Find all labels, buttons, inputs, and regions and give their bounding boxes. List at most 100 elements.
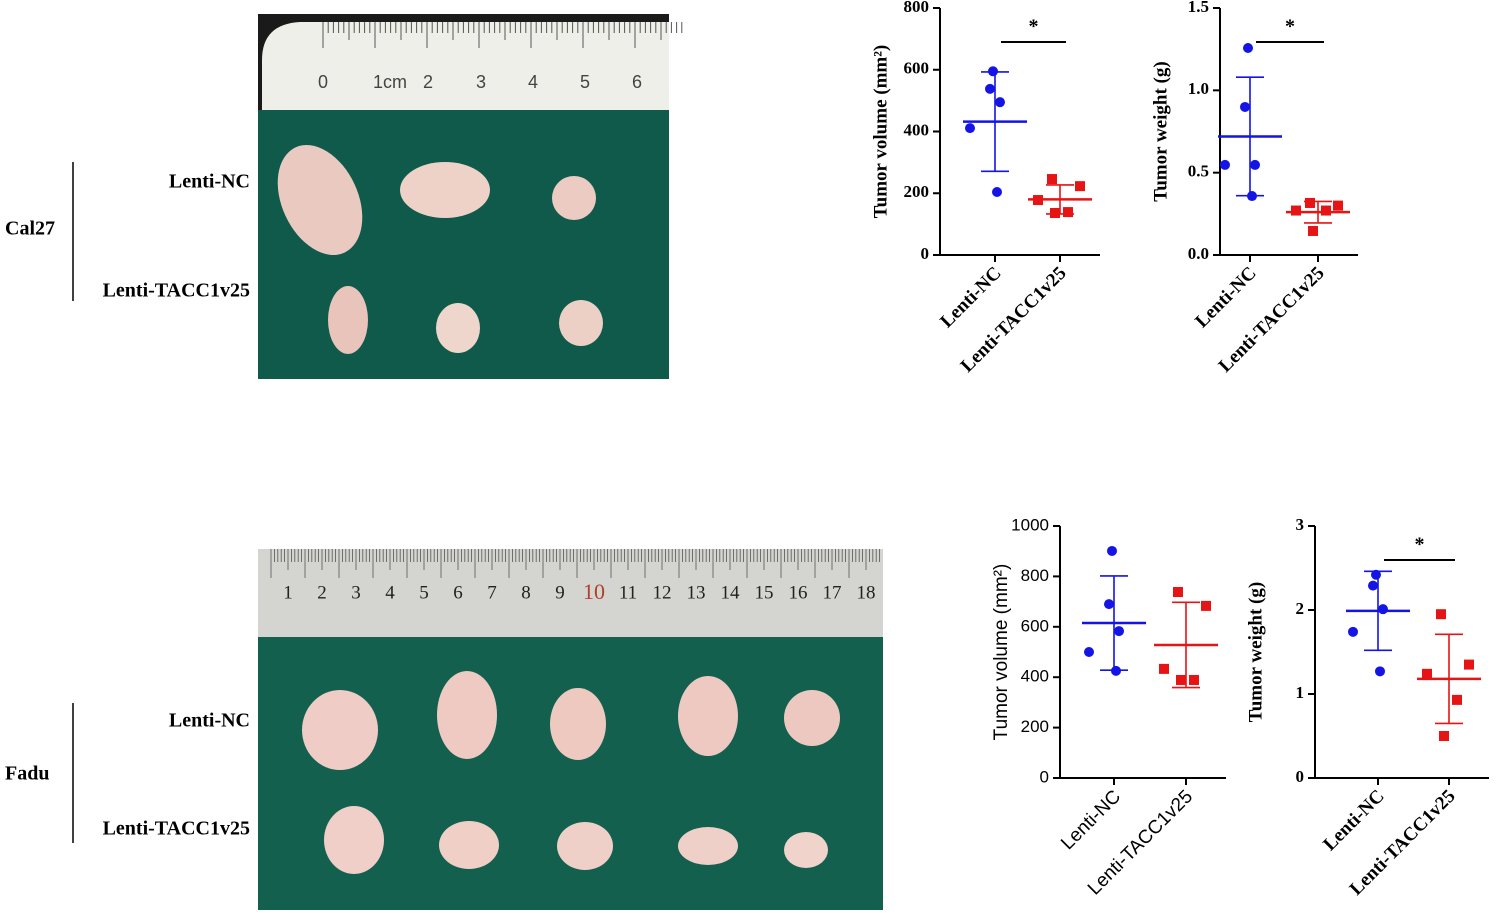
ruler-label: 11 bbox=[619, 582, 637, 603]
data-point bbox=[1047, 174, 1057, 185]
data-point bbox=[1104, 599, 1114, 610]
tumor bbox=[552, 176, 596, 220]
significance-label: * bbox=[1285, 16, 1295, 38]
data-point bbox=[1107, 545, 1117, 556]
ruler-label: 4 bbox=[385, 582, 395, 603]
y-tick-label: 800 bbox=[904, 0, 930, 16]
data-point bbox=[1240, 101, 1250, 112]
data-point bbox=[1422, 668, 1432, 679]
data-point bbox=[1201, 600, 1211, 611]
data-point bbox=[1291, 205, 1301, 216]
y-axis-label: Tumor volume (mm²) bbox=[870, 45, 891, 219]
data-point bbox=[1375, 666, 1385, 677]
fadu-photo bbox=[258, 549, 883, 910]
tumor bbox=[784, 832, 828, 868]
ruler-label: 13 bbox=[687, 582, 706, 603]
ruler-label: 17 bbox=[823, 582, 842, 603]
y-tick-label: 1000 bbox=[1011, 515, 1049, 534]
data-point bbox=[1033, 195, 1043, 206]
y-tick-label: 1 bbox=[1296, 683, 1305, 702]
data-point bbox=[1189, 674, 1199, 685]
ruler-label: 18 bbox=[857, 582, 876, 603]
y-tick-label: 0 bbox=[1296, 767, 1305, 786]
row-label: Lenti-TACC1v25 bbox=[103, 280, 250, 302]
row-label: Lenti-TACC1v25 bbox=[103, 818, 250, 840]
y-tick-label: 400 bbox=[904, 120, 930, 139]
y-tick-label: 0 bbox=[921, 244, 930, 263]
ruler-label: 10 bbox=[583, 579, 605, 604]
ruler-label: 14 bbox=[721, 582, 741, 603]
data-point bbox=[1321, 205, 1331, 216]
data-point bbox=[1464, 659, 1474, 670]
tumor bbox=[328, 286, 368, 354]
group-label: Cal27 bbox=[5, 218, 55, 240]
data-point bbox=[992, 187, 1002, 198]
tumor bbox=[557, 822, 613, 870]
ruler-label: 5 bbox=[419, 582, 429, 603]
ruler-label: 1 bbox=[283, 582, 293, 603]
tumor bbox=[439, 821, 499, 869]
y-tick-label: 0.5 bbox=[1188, 162, 1209, 181]
data-point bbox=[1247, 191, 1257, 202]
data-point bbox=[1348, 626, 1358, 637]
y-tick-label: 200 bbox=[904, 182, 930, 201]
tumor bbox=[437, 671, 497, 759]
data-point bbox=[1220, 159, 1230, 170]
data-point bbox=[965, 123, 975, 134]
y-tick-label: 0 bbox=[1040, 767, 1049, 786]
ruler-label: 7 bbox=[487, 582, 497, 603]
data-point bbox=[1368, 580, 1378, 591]
ruler-label: 12 bbox=[653, 582, 672, 603]
data-point bbox=[1111, 665, 1121, 676]
data-point bbox=[1452, 694, 1462, 705]
ruler bbox=[258, 549, 883, 637]
tumor bbox=[678, 676, 738, 756]
data-point bbox=[1114, 626, 1124, 637]
x-tick-label: Lenti-NC bbox=[936, 263, 1005, 332]
ruler-label: 3 bbox=[476, 72, 486, 92]
data-point bbox=[1371, 569, 1381, 580]
y-axis-label: Tumor weight (g) bbox=[1245, 582, 1266, 722]
tumor bbox=[550, 688, 606, 760]
y-tick-label: 600 bbox=[904, 59, 930, 78]
data-point bbox=[1176, 674, 1186, 685]
data-point bbox=[1308, 225, 1318, 236]
tumor bbox=[559, 300, 603, 346]
ruler-label: 15 bbox=[755, 582, 774, 603]
y-tick-label: 0.0 bbox=[1188, 244, 1209, 263]
data-point bbox=[1084, 647, 1094, 657]
data-point bbox=[988, 66, 998, 77]
y-tick-label: 2 bbox=[1296, 599, 1305, 618]
significance-label: * bbox=[1029, 16, 1039, 38]
data-point bbox=[1305, 197, 1315, 208]
tumor bbox=[324, 806, 384, 874]
ruler-label: 4 bbox=[528, 72, 538, 92]
data-point bbox=[1439, 731, 1449, 741]
ruler-label: 16 bbox=[789, 582, 808, 603]
y-tick-label: 1.5 bbox=[1188, 0, 1209, 16]
data-point bbox=[1243, 43, 1253, 54]
significance-label: * bbox=[1415, 534, 1425, 556]
data-point bbox=[995, 97, 1005, 108]
row-label: Lenti-NC bbox=[169, 710, 250, 732]
ruler-label: 6 bbox=[632, 72, 642, 92]
ruler bbox=[262, 22, 669, 110]
data-point bbox=[1050, 208, 1060, 219]
y-axis-label: Tumor volume (mm²) bbox=[991, 564, 1012, 741]
ruler-label: 0 bbox=[318, 72, 328, 92]
tumor bbox=[277, 145, 363, 255]
tumor bbox=[436, 303, 480, 353]
y-tick-label: 1.0 bbox=[1188, 79, 1209, 98]
x-tick-label: Lenti-NC bbox=[1191, 263, 1260, 332]
ruler-label: 6 bbox=[453, 582, 463, 603]
ruler-label: 3 bbox=[351, 582, 361, 603]
group-label: Fadu bbox=[5, 763, 49, 785]
x-tick-label: Lenti-NC bbox=[1319, 786, 1388, 855]
data-point bbox=[1173, 587, 1183, 598]
ruler-label: 9 bbox=[555, 582, 565, 603]
chart: 0 200 400 600 800 1000 Tumor volume (mm²) Lenti… bbox=[991, 515, 1226, 899]
data-point bbox=[985, 83, 995, 94]
